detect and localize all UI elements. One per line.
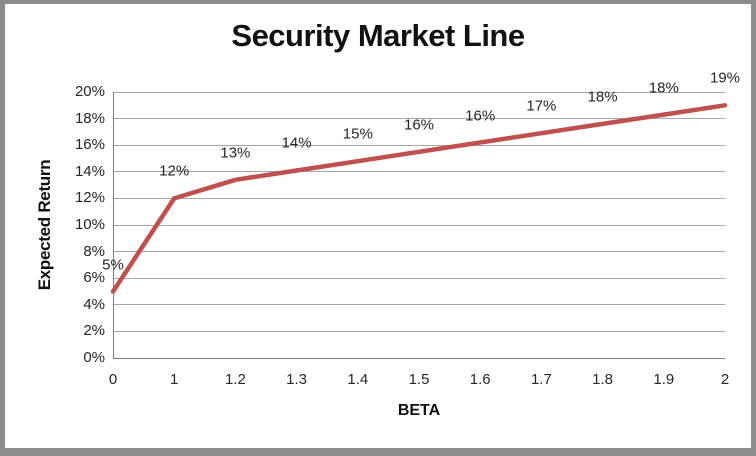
x-tick-label: 0 [108, 371, 118, 388]
data-label: 5% [102, 256, 124, 273]
data-label: 16% [465, 107, 496, 125]
y-axis-line [113, 92, 114, 359]
y-tick-label: 16% [74, 136, 105, 154]
x-tick-label: 1.2 [224, 371, 246, 388]
y-gridline [113, 330, 725, 332]
y-tick-label: 14% [74, 162, 105, 180]
y-gridline [113, 304, 725, 306]
data-label: 19% [709, 69, 741, 87]
y-tick-label: 4% [83, 295, 105, 313]
y-tick-label: 6% [83, 269, 105, 287]
data-label: 18% [648, 79, 679, 97]
y-gridline [113, 224, 725, 226]
x-tick-label: 2 [720, 371, 730, 388]
security-market-line-series [110, 103, 728, 294]
chart-canvas: Security Market Line Expected Return 0% 2… [5, 4, 751, 448]
x-tick-label: 1.9 [653, 371, 675, 388]
data-label: 13% [220, 144, 251, 162]
x-tick-label: 1.6 [469, 371, 491, 388]
x-axis-line [113, 358, 725, 359]
x-tick-label: 1 [170, 371, 179, 388]
series-line [110, 103, 728, 294]
y-gridline [113, 144, 725, 146]
data-label: 14% [281, 134, 312, 152]
y-gridline [113, 197, 725, 199]
data-label: 12% [159, 162, 190, 180]
y-tick-label: 20% [74, 83, 105, 100]
x-tick-label: 1.7 [530, 371, 552, 388]
x-axis-title: BETA [397, 402, 441, 419]
y-tick-label: 8% [83, 242, 105, 260]
x-tick-label: 1.3 [286, 371, 308, 388]
data-label: 17% [526, 97, 557, 115]
data-label: 18% [587, 88, 618, 106]
y-gridline [113, 251, 725, 253]
y-tick-label: 2% [83, 322, 105, 340]
x-tick-label: 1.4 [347, 371, 369, 388]
x-tick-label: 1.8 [592, 371, 614, 388]
x-tick-label: 1.5 [408, 371, 430, 388]
data-label: 16% [403, 116, 435, 134]
y-tick-label: 0% [83, 349, 105, 366]
y-gridline [113, 277, 725, 279]
y-tick-label: 12% [74, 189, 105, 207]
y-gridline [113, 171, 725, 173]
chart-title: Security Market Line [231, 18, 525, 53]
y-gridline [113, 91, 725, 93]
y-gridline [113, 118, 725, 120]
y-tick-label: 18% [74, 109, 105, 127]
y-tick-label: 10% [74, 216, 105, 233]
data-label: 15% [342, 125, 373, 143]
